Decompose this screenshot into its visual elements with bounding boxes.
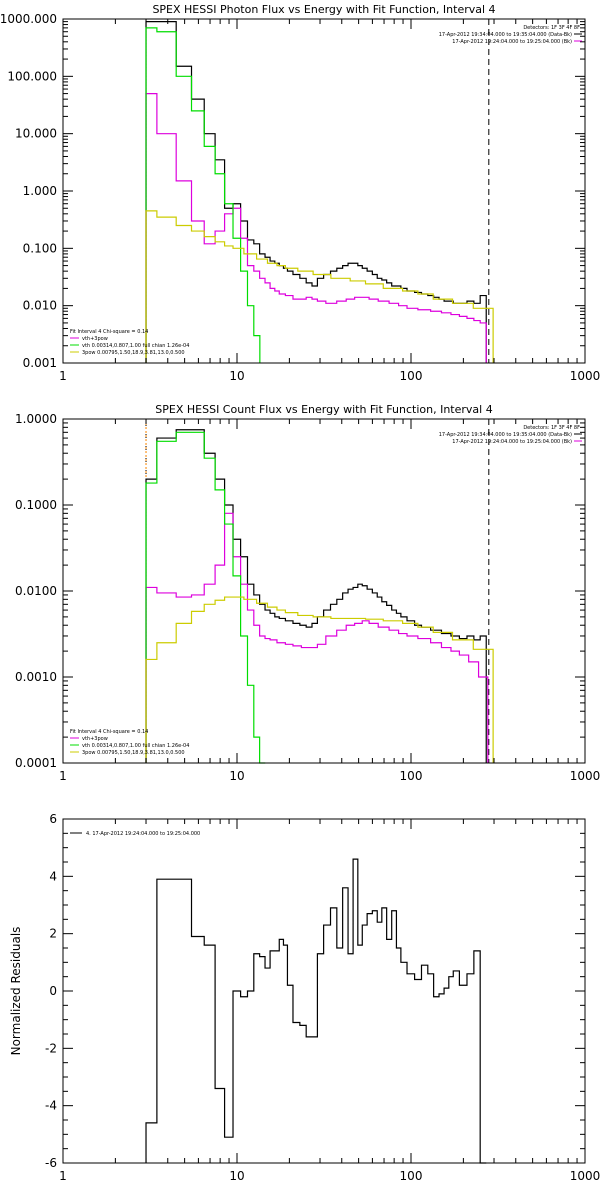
residuals-panel: 1 10 100 1000 6 4 2 0 -2 -4 -6 Normalized Residual…: [9, 812, 600, 1183]
plot-frame: [62, 18, 586, 364]
x-tick-label: 10: [229, 369, 244, 383]
info-text: Fit Interval 4 Chi-square = 0.14: [70, 729, 148, 735]
series-0-black: [145, 21, 487, 363]
y-tick-label: 1.0000: [15, 412, 57, 426]
residual-legend: 4. 17-Apr-2012 19:24:04.000 to 19:25:04.…: [70, 831, 200, 837]
info-text: vth 0.00314,0.807,1.00 full chian 1.26e-…: [82, 343, 189, 349]
series-3-yellow: [145, 596, 494, 763]
panel-0-ticks: 1 10 100 1000 1000.000 100.000 10.000 1.000 0.10…: [0, 12, 600, 383]
x-tick-label: 1: [59, 1169, 67, 1183]
x-tick-label: 1000: [570, 369, 600, 383]
info-text: vth+3pow: [82, 736, 108, 742]
info-text: Detectors: 1F 3F 4F 8F: [523, 25, 580, 31]
y-tick-label: 0.0100: [15, 584, 57, 598]
panel-1-ticks: 1 10 100 1000 1.0000 0.1000 0.0100 0.0010 0.0001: [15, 412, 600, 783]
y-tick-label: 0.0001: [15, 756, 57, 770]
plot-frame: [62, 418, 586, 764]
y-tick-label: -6: [45, 1156, 57, 1170]
count-flux-panel: SPEX HESSI Count Flux vs Energy with Fit…: [15, 403, 600, 783]
series-0-black: [145, 858, 487, 1164]
info-text: 3pow 0.00795,1.50,18.9,3.81,13.0,0.500: [82, 750, 185, 756]
info-text: Detectors: 1F 3F 4F 8F: [523, 425, 580, 431]
panel-2-ticks: 1 10 100 1000 6 4 2 0 -2 -4 -6: [45, 812, 600, 1183]
x-tick-label: 1: [59, 769, 67, 783]
series-1-magenta: [145, 92, 487, 363]
y-tick-label: 0.1000: [15, 498, 57, 512]
x-tick-label: 100: [400, 1169, 423, 1183]
y-tick-label: 0.001: [23, 356, 57, 370]
y-tick-label: 4: [49, 869, 57, 883]
series-3-yellow: [145, 210, 494, 363]
x-tick-label: 1: [59, 369, 67, 383]
info-text: 17-Apr-2012 19:24:04.000 to 19:25:04.000…: [452, 439, 572, 445]
photon-flux-panel: SPEX HESSI Photon Flux vs Energy with Fi…: [0, 3, 600, 383]
y-tick-label: 10.000: [15, 127, 57, 141]
series-1-magenta: [145, 512, 489, 763]
y-tick-label: -2: [45, 1041, 57, 1055]
info-text: 17-Apr-2012 19:34:04.000 to 19:35:04.000…: [439, 432, 572, 438]
y-tick-label: 1000.000: [0, 12, 57, 26]
x-tick-label: 1000: [570, 769, 600, 783]
plot-frame: [62, 818, 586, 1164]
x-tick-label: 100: [400, 369, 423, 383]
y-tick-label: 0: [49, 984, 57, 998]
y-tick-label: 1.000: [23, 184, 57, 198]
chart-title: SPEX HESSI Photon Flux vs Energy with Fi…: [152, 3, 495, 16]
x-tick-label: 10: [229, 1169, 244, 1183]
series-2-green: [145, 431, 266, 764]
info-right: Detectors: 1F 3F 4F 8F 17-Apr-2012 19:34…: [439, 25, 582, 45]
panel-1-series: [145, 429, 494, 764]
panel-0-series: [145, 21, 494, 363]
chart-title: SPEX HESSI Count Flux vs Energy with Fit…: [155, 403, 492, 416]
series-2-green: [145, 27, 261, 363]
x-tick-label: 10: [229, 769, 244, 783]
info-text: 3pow 0.00795,1.50,18.9,3.81,13.0,0.500: [82, 350, 185, 356]
y-tick-label: 0.100: [23, 241, 57, 255]
y-tick-label: 6: [49, 812, 57, 826]
y-tick-label: 2: [49, 927, 57, 941]
legend-text: 4. 17-Apr-2012 19:24:04.000 to 19:25:04.…: [86, 831, 200, 837]
y-tick-label: 0.0010: [15, 670, 57, 684]
panel-1-fit-lines: [145, 419, 490, 763]
y-axis-label: Normalized Residuals: [9, 927, 23, 1056]
info-text: Fit Interval 4 Chi-square = 0.14: [70, 329, 148, 335]
y-tick-label: -4: [45, 1099, 57, 1113]
info-right: Detectors: 1F 3F 4F 8F 17-Apr-2012 19:34…: [439, 425, 582, 445]
info-text: vth 0.00314,0.807,1.00 full chian 1.26e-…: [82, 743, 189, 749]
info-left: Fit Interval 4 Chi-square = 0.14 vth+3po…: [70, 329, 189, 356]
y-tick-label: 100.000: [7, 69, 57, 83]
info-text: 17-Apr-2012 19:34:04.000 to 19:35:04.000…: [439, 32, 572, 38]
x-tick-label: 100: [400, 769, 423, 783]
info-left: Fit Interval 4 Chi-square = 0.14 vth+3po…: [70, 729, 189, 756]
panel-2-series: [145, 858, 487, 1164]
series-0-black: [145, 429, 487, 763]
x-tick-label: 1000: [570, 1169, 600, 1183]
info-text: 17-Apr-2012 19:24:04.000 to 19:25:04.000…: [452, 39, 572, 45]
info-text: vth+3pow: [82, 336, 108, 342]
y-tick-label: 0.010: [23, 299, 57, 313]
